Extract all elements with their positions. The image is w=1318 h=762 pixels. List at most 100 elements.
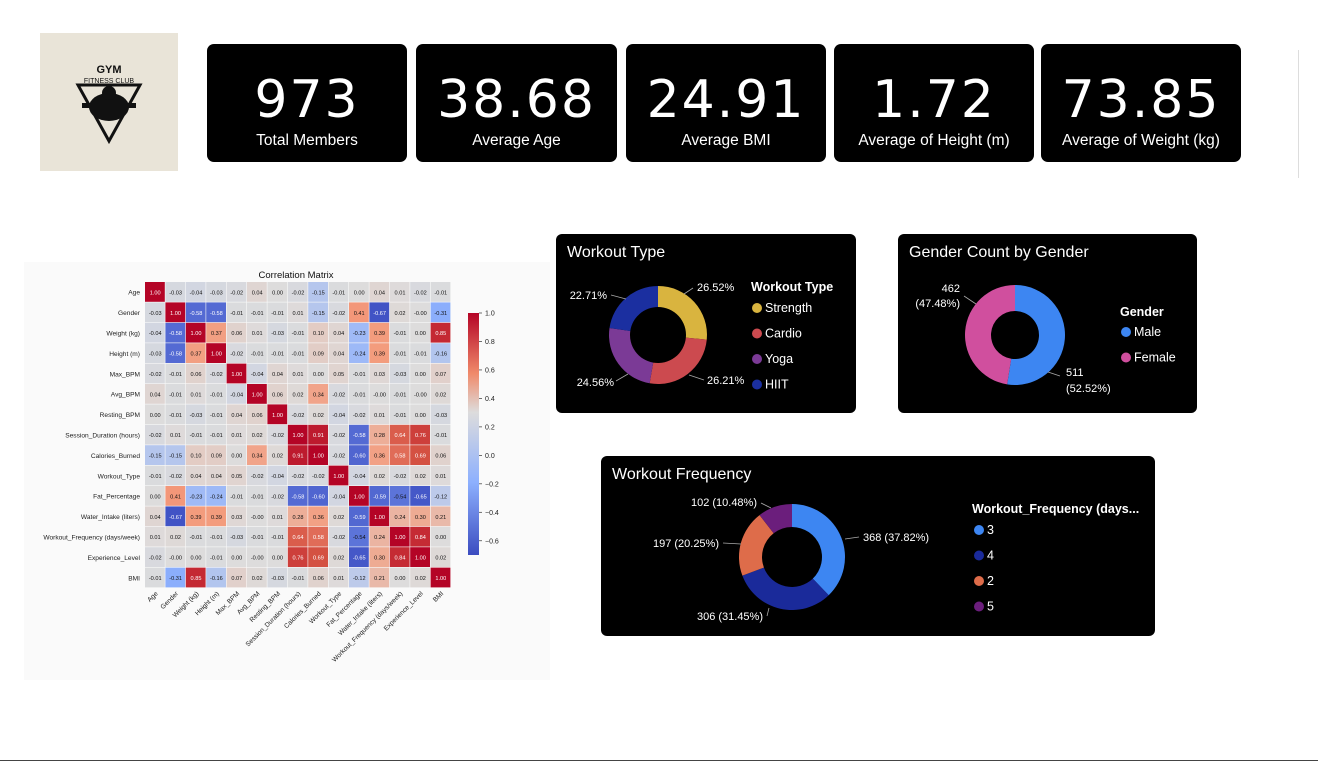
kpi-label: Average of Weight (kg) (1062, 132, 1220, 149)
heatmap-cell (247, 404, 267, 425)
cardio-slice[interactable] (649, 337, 707, 384)
workout-type-legend-label[interactable]: Yoga (765, 352, 793, 366)
heatmap-cell (267, 424, 288, 445)
heatmap-cell-label: 0.37 (191, 352, 202, 358)
hiit-slice[interactable] (609, 286, 658, 331)
gender-legend-label[interactable]: Male (1134, 325, 1161, 339)
heatmap-cell-label: -0.01 (210, 556, 223, 562)
heatmap-cell (410, 567, 430, 588)
heatmap-cell (389, 526, 410, 547)
heatmap-cell-label: -0.59 (353, 515, 366, 521)
heatmap-cell (369, 322, 390, 343)
heatmap-cell (389, 282, 410, 302)
heatmap-cell-label: 0.06 (252, 413, 263, 419)
heatmap-cell-label: 1.00 (395, 535, 406, 541)
freq-5-slice[interactable] (759, 504, 792, 534)
heatmap-cell (185, 302, 206, 323)
heatmap-cell-label: 0.02 (415, 474, 426, 480)
heatmap-cell-label: -0.04 (353, 474, 366, 480)
heatmap-cell (308, 547, 328, 567)
heatmap-cell-label: 0.69 (415, 454, 426, 460)
freq-3-slice[interactable] (792, 504, 845, 596)
heatmap-cell-label: 0.02 (395, 311, 406, 317)
heatmap-cell (267, 547, 288, 567)
workout-type-legend-label[interactable]: HIIT (765, 378, 789, 392)
slice-label: 197 (20.25%) (653, 538, 719, 550)
kpi-average-age: 38.68 Average Age (416, 44, 617, 162)
heatmap-cell (389, 384, 410, 404)
female-slice[interactable] (965, 285, 1015, 385)
heatmap-cell (430, 526, 451, 547)
heatmap-cell (206, 445, 226, 465)
heatmap-cell-label: 0.06 (313, 576, 324, 582)
leader-line (760, 502, 772, 509)
strength-slice[interactable] (658, 286, 707, 340)
heatmap-cell (267, 404, 288, 425)
heatmap-cell (226, 343, 247, 363)
workout-type-legend-label[interactable]: Cardio (765, 327, 802, 341)
heatmap-cell-label: -0.04 (149, 331, 162, 337)
heatmap-cell (206, 363, 226, 384)
heatmap-cell-label: 0.04 (231, 413, 242, 419)
heatmap-cell-label: -0.58 (353, 433, 366, 439)
heatmap-cell (267, 506, 288, 527)
male-slice[interactable] (1007, 285, 1065, 385)
heatmap-cell-label: -0.02 (312, 474, 325, 480)
heatmap-cell-label: -0.01 (251, 352, 264, 358)
heatmap-cell-label: 0.64 (293, 535, 304, 541)
workout-frequency-legend-label[interactable]: 3 (987, 523, 994, 537)
heatmap-cell (389, 302, 410, 323)
heatmap-cell (206, 302, 226, 323)
heatmap-cell (247, 465, 267, 486)
heatmap-cell-label: -0.01 (169, 413, 182, 419)
workout-frequency-title: Workout Frequency (612, 466, 752, 483)
heatmap-cell (369, 465, 390, 486)
heatmap-cell (185, 506, 206, 527)
heatmap-cell (328, 404, 349, 425)
heatmap-cell (145, 486, 165, 506)
heatmap-cell (247, 322, 267, 343)
heatmap-cell (287, 302, 308, 323)
workout-frequency-legend-label[interactable]: 2 (987, 574, 994, 588)
freq-4-slice[interactable] (742, 567, 829, 610)
heatmap-cell (185, 363, 206, 384)
heatmap-cell (185, 404, 206, 425)
heatmap-cell-label: -0.04 (251, 372, 264, 378)
freq-2-slice[interactable] (739, 515, 774, 576)
heatmap-cell (206, 282, 226, 302)
heatmap-cell-label: 0.05 (333, 372, 344, 378)
heatmap-cell (349, 343, 369, 363)
heatmap-cell-label: -0.02 (149, 556, 162, 562)
kpi-value: 24.91 (646, 70, 806, 130)
heatmap-cell (410, 465, 430, 486)
heatmap-cell-label: -0.02 (332, 454, 345, 460)
heatmap-cell-label: 0.34 (313, 392, 324, 398)
heatmap-cell (226, 506, 247, 527)
kpi-value: 38.68 (437, 70, 596, 130)
heatmap-cell-label: 1.00 (313, 454, 324, 460)
legend-title: Workout Type (751, 280, 833, 294)
gender-legend-label[interactable]: Female (1134, 351, 1176, 365)
workout-frequency-legend-label[interactable]: 4 (987, 549, 994, 563)
colorbar (468, 313, 479, 555)
gender-donut: 511 (52.52%) 462 (47.48%) Gender Male Female (915, 283, 1176, 395)
heatmap-cell-label: 0.00 (395, 576, 406, 582)
heatmap-cell-label: -0.54 (353, 535, 366, 541)
heatmap-cell-label: -0.01 (149, 474, 162, 480)
heatmap-cell (185, 526, 206, 547)
heatmap-cell-label: -0.01 (332, 290, 345, 296)
heatmap-cell (328, 465, 349, 486)
yoga-slice[interactable] (609, 327, 654, 384)
heatmap-cell-label: 0.36 (313, 515, 324, 521)
workout-type-legend-label[interactable]: Strength (765, 301, 812, 315)
kpi-average-bmi: 24.91 Average BMI (626, 44, 826, 162)
heatmap-cell-label: -0.01 (271, 352, 284, 358)
heatmap-cell-label: -0.02 (230, 352, 243, 358)
workout-frequency-legend-label[interactable]: 5 (987, 600, 994, 614)
heatmap-cell (369, 486, 390, 506)
heatmap-cell (389, 547, 410, 567)
heatmap-cell (247, 282, 267, 302)
heatmap-cell-label: -0.01 (210, 392, 223, 398)
heatmap-cell-label: -0.01 (149, 576, 162, 582)
heatmap-cell (410, 384, 430, 404)
